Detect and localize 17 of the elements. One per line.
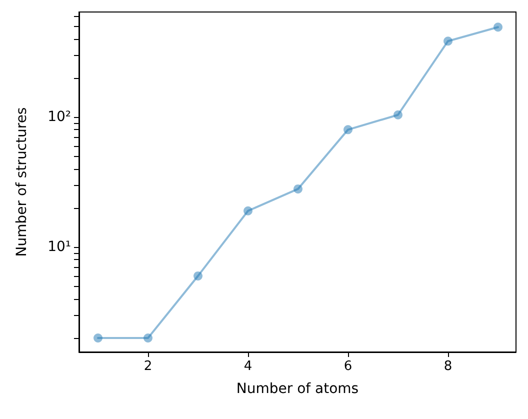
x-tick-label: 8 — [444, 359, 452, 374]
y-tick-label: 10² — [48, 109, 71, 126]
point — [294, 184, 302, 194]
x-tick-label: 6 — [344, 359, 352, 374]
point — [444, 36, 452, 46]
x-axis-title: Number of atoms — [236, 381, 359, 397]
x-tick-label: 4 — [244, 359, 252, 374]
y-tick-label: 10¹ — [48, 239, 71, 256]
point — [244, 206, 252, 216]
point — [394, 110, 402, 120]
point — [494, 22, 502, 32]
y-axis-title: Number of structures — [14, 107, 30, 257]
x-tick-label: 2 — [144, 359, 152, 374]
point — [194, 271, 202, 280]
point — [144, 333, 152, 342]
point — [344, 125, 352, 134]
point — [94, 333, 102, 342]
